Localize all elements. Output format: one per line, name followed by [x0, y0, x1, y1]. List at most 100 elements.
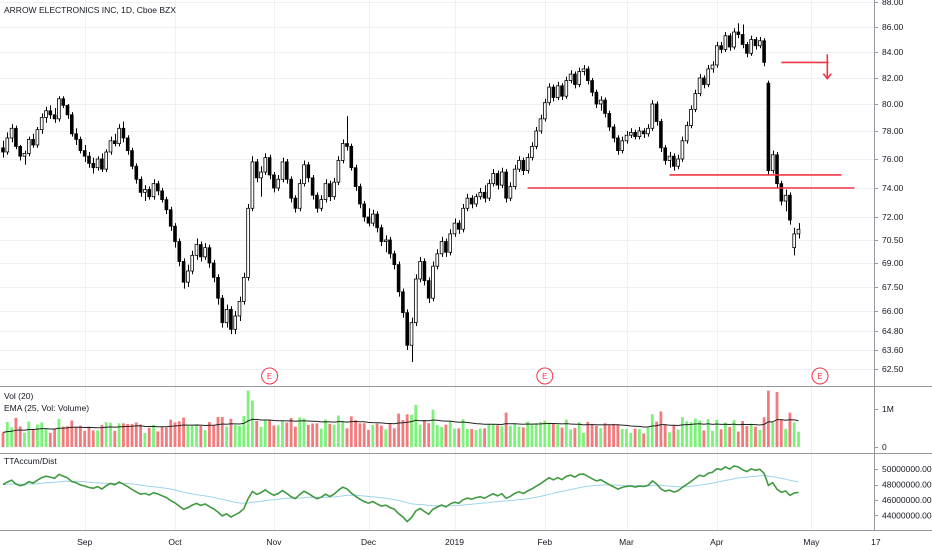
- candle[interactable]: [577, 67, 581, 88]
- volume-bar[interactable]: [268, 420, 271, 447]
- volume-bar[interactable]: [556, 424, 560, 447]
- candle[interactable]: [65, 104, 70, 119]
- volume-bar[interactable]: [736, 431, 740, 447]
- volume-bar[interactable]: [771, 422, 775, 447]
- candle[interactable]: [14, 125, 18, 150]
- volume-bar[interactable]: [190, 425, 194, 447]
- volume-bar[interactable]: [294, 426, 297, 447]
- candle[interactable]: [259, 166, 263, 197]
- volume-bar[interactable]: [362, 423, 366, 447]
- volume-bar[interactable]: [603, 423, 607, 447]
- candle[interactable]: [504, 169, 508, 203]
- candle[interactable]: [91, 157, 96, 174]
- candle[interactable]: [693, 89, 698, 113]
- volume-bar[interactable]: [1, 432, 5, 447]
- candle[interactable]: [629, 128, 633, 138]
- volume-bar[interactable]: [134, 422, 138, 447]
- candle[interactable]: [31, 133, 35, 148]
- volume-bar[interactable]: [199, 425, 203, 447]
- volume-bar[interactable]: [375, 423, 379, 447]
- candle[interactable]: [18, 145, 22, 161]
- volume-bar[interactable]: [749, 423, 753, 447]
- volume-bar[interactable]: [5, 422, 9, 447]
- candle[interactable]: [654, 101, 659, 126]
- volume-bar[interactable]: [629, 433, 633, 447]
- volume-bar[interactable]: [500, 426, 504, 447]
- volume-bar[interactable]: [435, 425, 439, 447]
- candle[interactable]: [448, 229, 452, 256]
- candle[interactable]: [336, 156, 341, 186]
- candle[interactable]: [5, 132, 10, 155]
- candle[interactable]: [190, 250, 195, 275]
- candle[interactable]: [689, 105, 693, 129]
- candle[interactable]: [147, 186, 152, 200]
- candle[interactable]: [284, 159, 289, 184]
- candle[interactable]: [220, 295, 225, 328]
- volume-bar[interactable]: [18, 426, 22, 447]
- candle[interactable]: [543, 98, 547, 122]
- candle[interactable]: [783, 189, 788, 212]
- volume-bar[interactable]: [328, 423, 332, 447]
- candle[interactable]: [366, 208, 371, 227]
- candle[interactable]: [117, 124, 121, 147]
- volume-bar[interactable]: [560, 427, 564, 447]
- candle[interactable]: [263, 153, 268, 175]
- volume-bar[interactable]: [276, 425, 280, 447]
- candle[interactable]: [39, 113, 44, 134]
- volume-bar[interactable]: [616, 424, 620, 447]
- volume-bar[interactable]: [147, 427, 151, 447]
- volume-bar[interactable]: [431, 409, 435, 447]
- candle[interactable]: [426, 277, 431, 303]
- candle[interactable]: [676, 154, 680, 170]
- candle[interactable]: [48, 105, 53, 119]
- volume-bar[interactable]: [517, 426, 521, 447]
- candle[interactable]: [650, 100, 655, 131]
- candle[interactable]: [224, 304, 229, 328]
- volume-bar[interactable]: [337, 415, 340, 447]
- candle[interactable]: [353, 164, 358, 191]
- candle[interactable]: [104, 149, 109, 173]
- volume-bar[interactable]: [758, 429, 762, 447]
- candle[interactable]: [74, 128, 78, 145]
- candle[interactable]: [667, 152, 672, 168]
- candle[interactable]: [736, 23, 741, 39]
- volume-bar[interactable]: [715, 419, 719, 447]
- volume-bar[interactable]: [225, 426, 228, 447]
- candle[interactable]: [237, 296, 242, 321]
- candle[interactable]: [379, 224, 384, 247]
- candle[interactable]: [358, 183, 362, 209]
- volume-bar[interactable]: [109, 422, 112, 447]
- volume-bar[interactable]: [427, 423, 431, 447]
- candle[interactable]: [310, 174, 315, 200]
- volume-bar[interactable]: [663, 424, 667, 447]
- candle[interactable]: [267, 154, 272, 180]
- volume-bar[interactable]: [345, 428, 349, 447]
- candle[interactable]: [138, 176, 143, 197]
- candle[interactable]: [306, 161, 311, 183]
- candle[interactable]: [194, 238, 199, 260]
- candle[interactable]: [469, 195, 474, 209]
- volume-bar[interactable]: [392, 428, 396, 447]
- candle[interactable]: [487, 179, 491, 202]
- candle[interactable]: [78, 136, 83, 154]
- candle[interactable]: [134, 163, 139, 184]
- volume-bar[interactable]: [595, 425, 598, 447]
- volume-bar[interactable]: [569, 429, 572, 447]
- volume-bar[interactable]: [470, 428, 474, 447]
- volume-bar[interactable]: [122, 423, 125, 447]
- candle[interactable]: [603, 97, 607, 118]
- volume-bar[interactable]: [91, 430, 95, 447]
- candle[interactable]: [710, 61, 715, 73]
- candle[interactable]: [405, 309, 409, 350]
- candle[interactable]: [547, 83, 551, 106]
- candle[interactable]: [581, 65, 586, 76]
- candle[interactable]: [340, 139, 345, 164]
- volume-bar[interactable]: [10, 427, 13, 447]
- volume-bar[interactable]: [418, 424, 422, 447]
- volume-bar[interactable]: [332, 424, 336, 447]
- volume-bar[interactable]: [745, 426, 749, 447]
- volume-bar[interactable]: [349, 416, 353, 447]
- volume-bar[interactable]: [165, 427, 168, 447]
- volume-bar[interactable]: [14, 417, 18, 447]
- candle[interactable]: [555, 81, 560, 101]
